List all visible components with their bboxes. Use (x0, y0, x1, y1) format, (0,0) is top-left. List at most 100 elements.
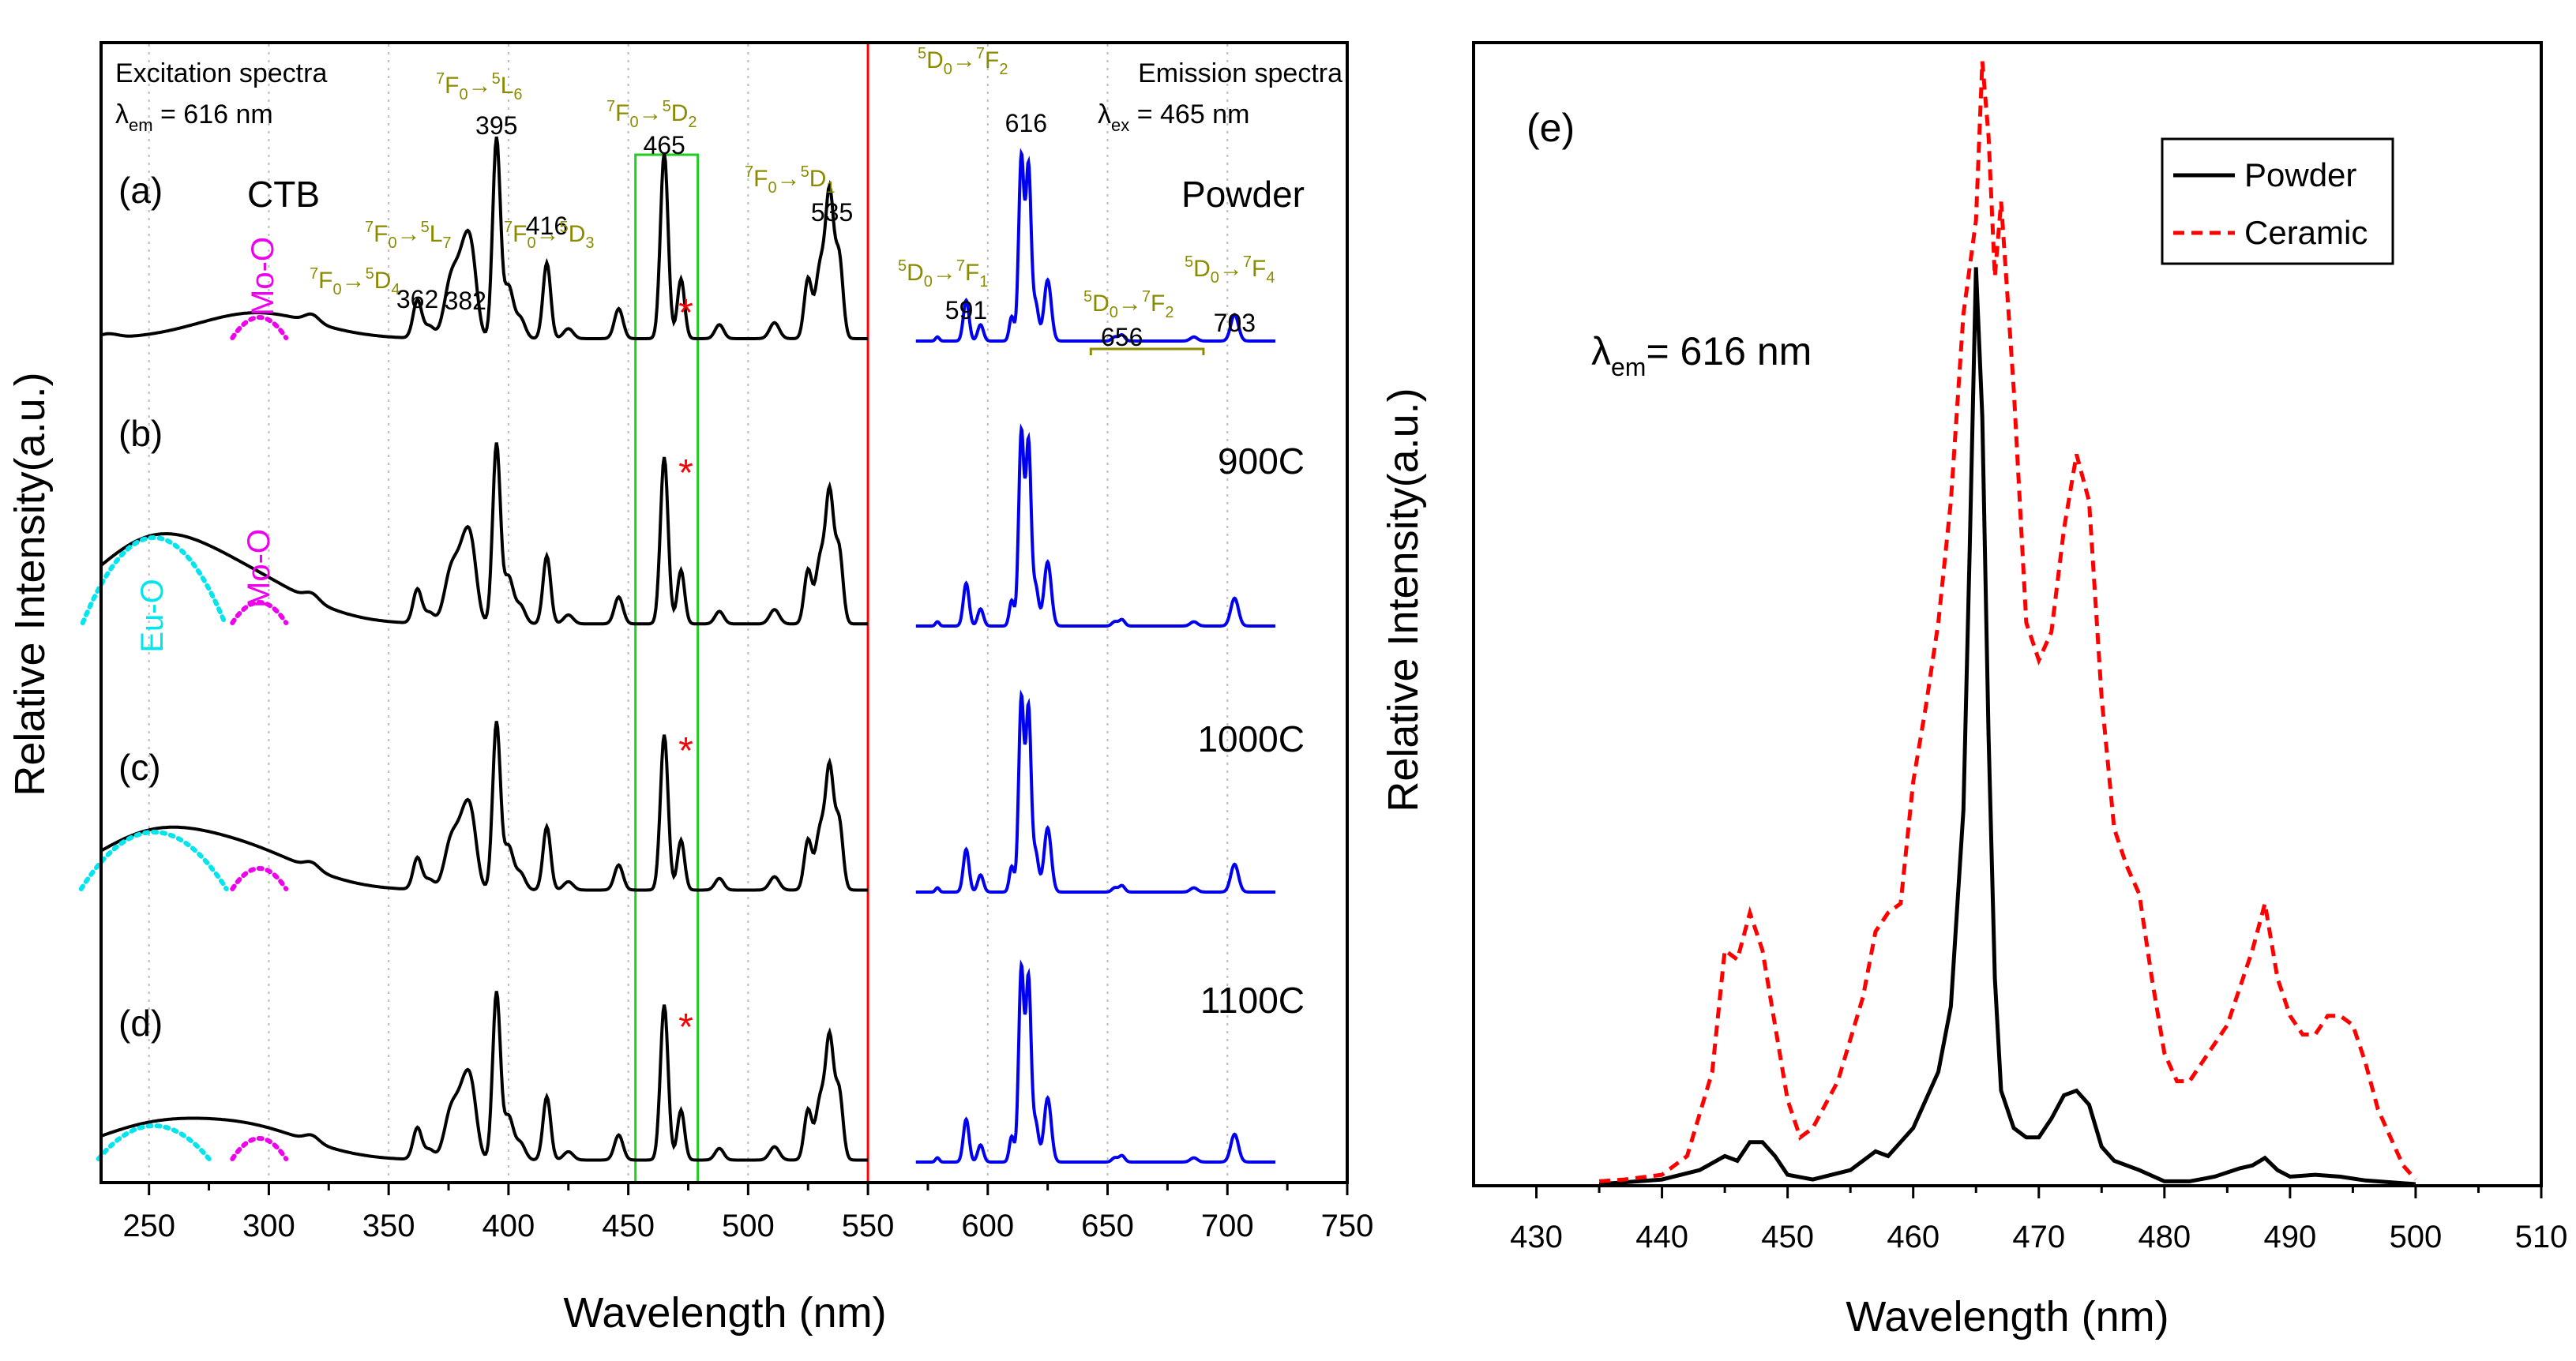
series-line-ceramic (1598, 61, 2417, 1183)
transition-label: 7F0→5D1 (745, 163, 836, 197)
sample-label: 1000C (1197, 718, 1305, 759)
subscript: 2 (688, 114, 697, 131)
peak-number-703: 703 (1214, 309, 1256, 337)
eu-o-label: Eu-O (135, 579, 170, 652)
right-x-tick-label: 490 (2264, 1220, 2317, 1254)
excitation-header: Excitation spectra (115, 58, 327, 88)
right-x-tick-label: 510 (2515, 1220, 2568, 1254)
peak-number-362: 362 (396, 285, 438, 313)
subscript: 3 (585, 234, 594, 252)
left-x-tick-label: 700 (1201, 1209, 1254, 1243)
superscript: 7 (436, 70, 445, 88)
transition-label: 7F0→5D4 (310, 265, 400, 298)
term-symbol: L (430, 221, 443, 247)
excitation-lambda: λem = 616 nm (115, 99, 273, 135)
term-symbol: F (615, 100, 629, 126)
subscript: 2 (999, 61, 1008, 78)
legend-label-powder: Powder (2244, 156, 2356, 193)
term-symbol: D (374, 268, 392, 294)
right-y-axis-label: Relative Intensity(a.u.) (1380, 388, 1427, 812)
superscript: 7 (1142, 288, 1151, 306)
bracket-656 (1089, 347, 1205, 355)
panel-label: (c) (118, 747, 161, 788)
left-x-tick-label: 650 (1081, 1209, 1134, 1243)
superscript: 7 (504, 219, 513, 236)
sample-label: 900C (1218, 441, 1305, 482)
subscript: 2 (1165, 304, 1173, 321)
left-plot-frame (100, 41, 1349, 1184)
left-x-axis-label: Wavelength (nm) (563, 1289, 886, 1337)
superscript: 7 (976, 45, 985, 62)
superscript: 5 (801, 163, 809, 181)
right-x-tick-label: 440 (1635, 1220, 1688, 1254)
legend: Powder Ceramic (2161, 137, 2394, 265)
superscript: 5 (366, 265, 374, 283)
left-x-tick-label: 500 (722, 1209, 775, 1243)
lambda-symbol: λ (1591, 329, 1611, 373)
mo-o-band-marker-0 (230, 315, 289, 340)
left-y-axis-label: Relative Intensity(a.u.) (6, 372, 54, 796)
right-plot-frame (1472, 41, 2543, 1187)
term-symbol: F (965, 260, 979, 286)
term-symbol: F (513, 221, 527, 247)
left-x-tick-label: 750 (1321, 1209, 1374, 1243)
lambda-em-annotation: λem= 616 nm (1591, 329, 1812, 381)
superscript: 7 (956, 257, 965, 275)
term-symbol: F (445, 73, 459, 99)
star-marker: * (678, 1007, 693, 1048)
ctb-label: CTB (247, 174, 320, 215)
lambda-value: = 616 nm (153, 99, 273, 129)
right-x-axis-label: Wavelength (nm) (1846, 1293, 2169, 1340)
emission-curve-3 (915, 959, 1275, 1164)
superscript: 7 (1243, 253, 1252, 271)
right-x-tick-label: 450 (1761, 1220, 1814, 1254)
lambda-value: = 465 nm (1129, 99, 1249, 129)
sample-label: 1100C (1200, 980, 1305, 1021)
superscript: 5 (1185, 253, 1193, 271)
mo-o-label: Mo-O (246, 237, 280, 316)
left-x-tick-label: 250 (122, 1209, 175, 1243)
legend-box (2161, 137, 2394, 265)
peak-number-382: 382 (445, 287, 486, 315)
subscript: 0 (388, 234, 396, 252)
transition-label: 7F0→5L6 (436, 70, 523, 103)
excitation-curve-1 (100, 442, 869, 626)
left-x-tick-label: 600 (961, 1209, 1014, 1243)
superscript: 5 (918, 45, 926, 62)
left-x-tick-label: 400 (483, 1209, 535, 1243)
excitation-curve-3 (100, 991, 869, 1162)
superscript: 7 (606, 98, 615, 115)
transition-label: 5D0→7F1 (898, 257, 989, 291)
term-symbol: F (374, 221, 388, 247)
mo-o-label: Mo-O (242, 529, 276, 608)
mo-o-band-marker-1 (230, 600, 289, 625)
subscript: 0 (1211, 269, 1219, 287)
lambda-subscript: em (129, 115, 153, 135)
right-x-tick-label: 460 (1887, 1220, 1940, 1254)
right-x-tick-label: 480 (2138, 1220, 2191, 1254)
emission-curve-2 (915, 689, 1275, 894)
superscript: 7 (310, 265, 318, 283)
lambda-subscript: ex (1111, 115, 1129, 135)
panel-label: (a) (118, 170, 163, 211)
excitation-curve-2 (100, 721, 869, 892)
left-x-tick-label: 300 (242, 1209, 295, 1243)
legend-label-ceramic: Ceramic (2244, 214, 2368, 251)
emission-curve-1 (915, 423, 1275, 628)
subscript: 4 (391, 281, 400, 298)
transition-label: 5D0→7F4 (1185, 253, 1275, 287)
subscript: 0 (459, 86, 468, 103)
arrow: → (639, 100, 663, 126)
panel-label-e: (e) (1526, 106, 1575, 150)
lambda-value: = 616 nm (1646, 329, 1812, 373)
transition-label: 5D0→7F2 (918, 45, 1008, 78)
arrow: → (777, 166, 801, 192)
peak-number-416: 416 (526, 212, 568, 240)
arrow: → (933, 260, 956, 286)
subscript: 7 (442, 234, 451, 252)
emission-curve-0 (915, 148, 1275, 343)
star-marker: * (678, 292, 693, 334)
right-x-tick-label: 500 (2390, 1220, 2443, 1254)
subscript: 4 (1266, 269, 1275, 287)
